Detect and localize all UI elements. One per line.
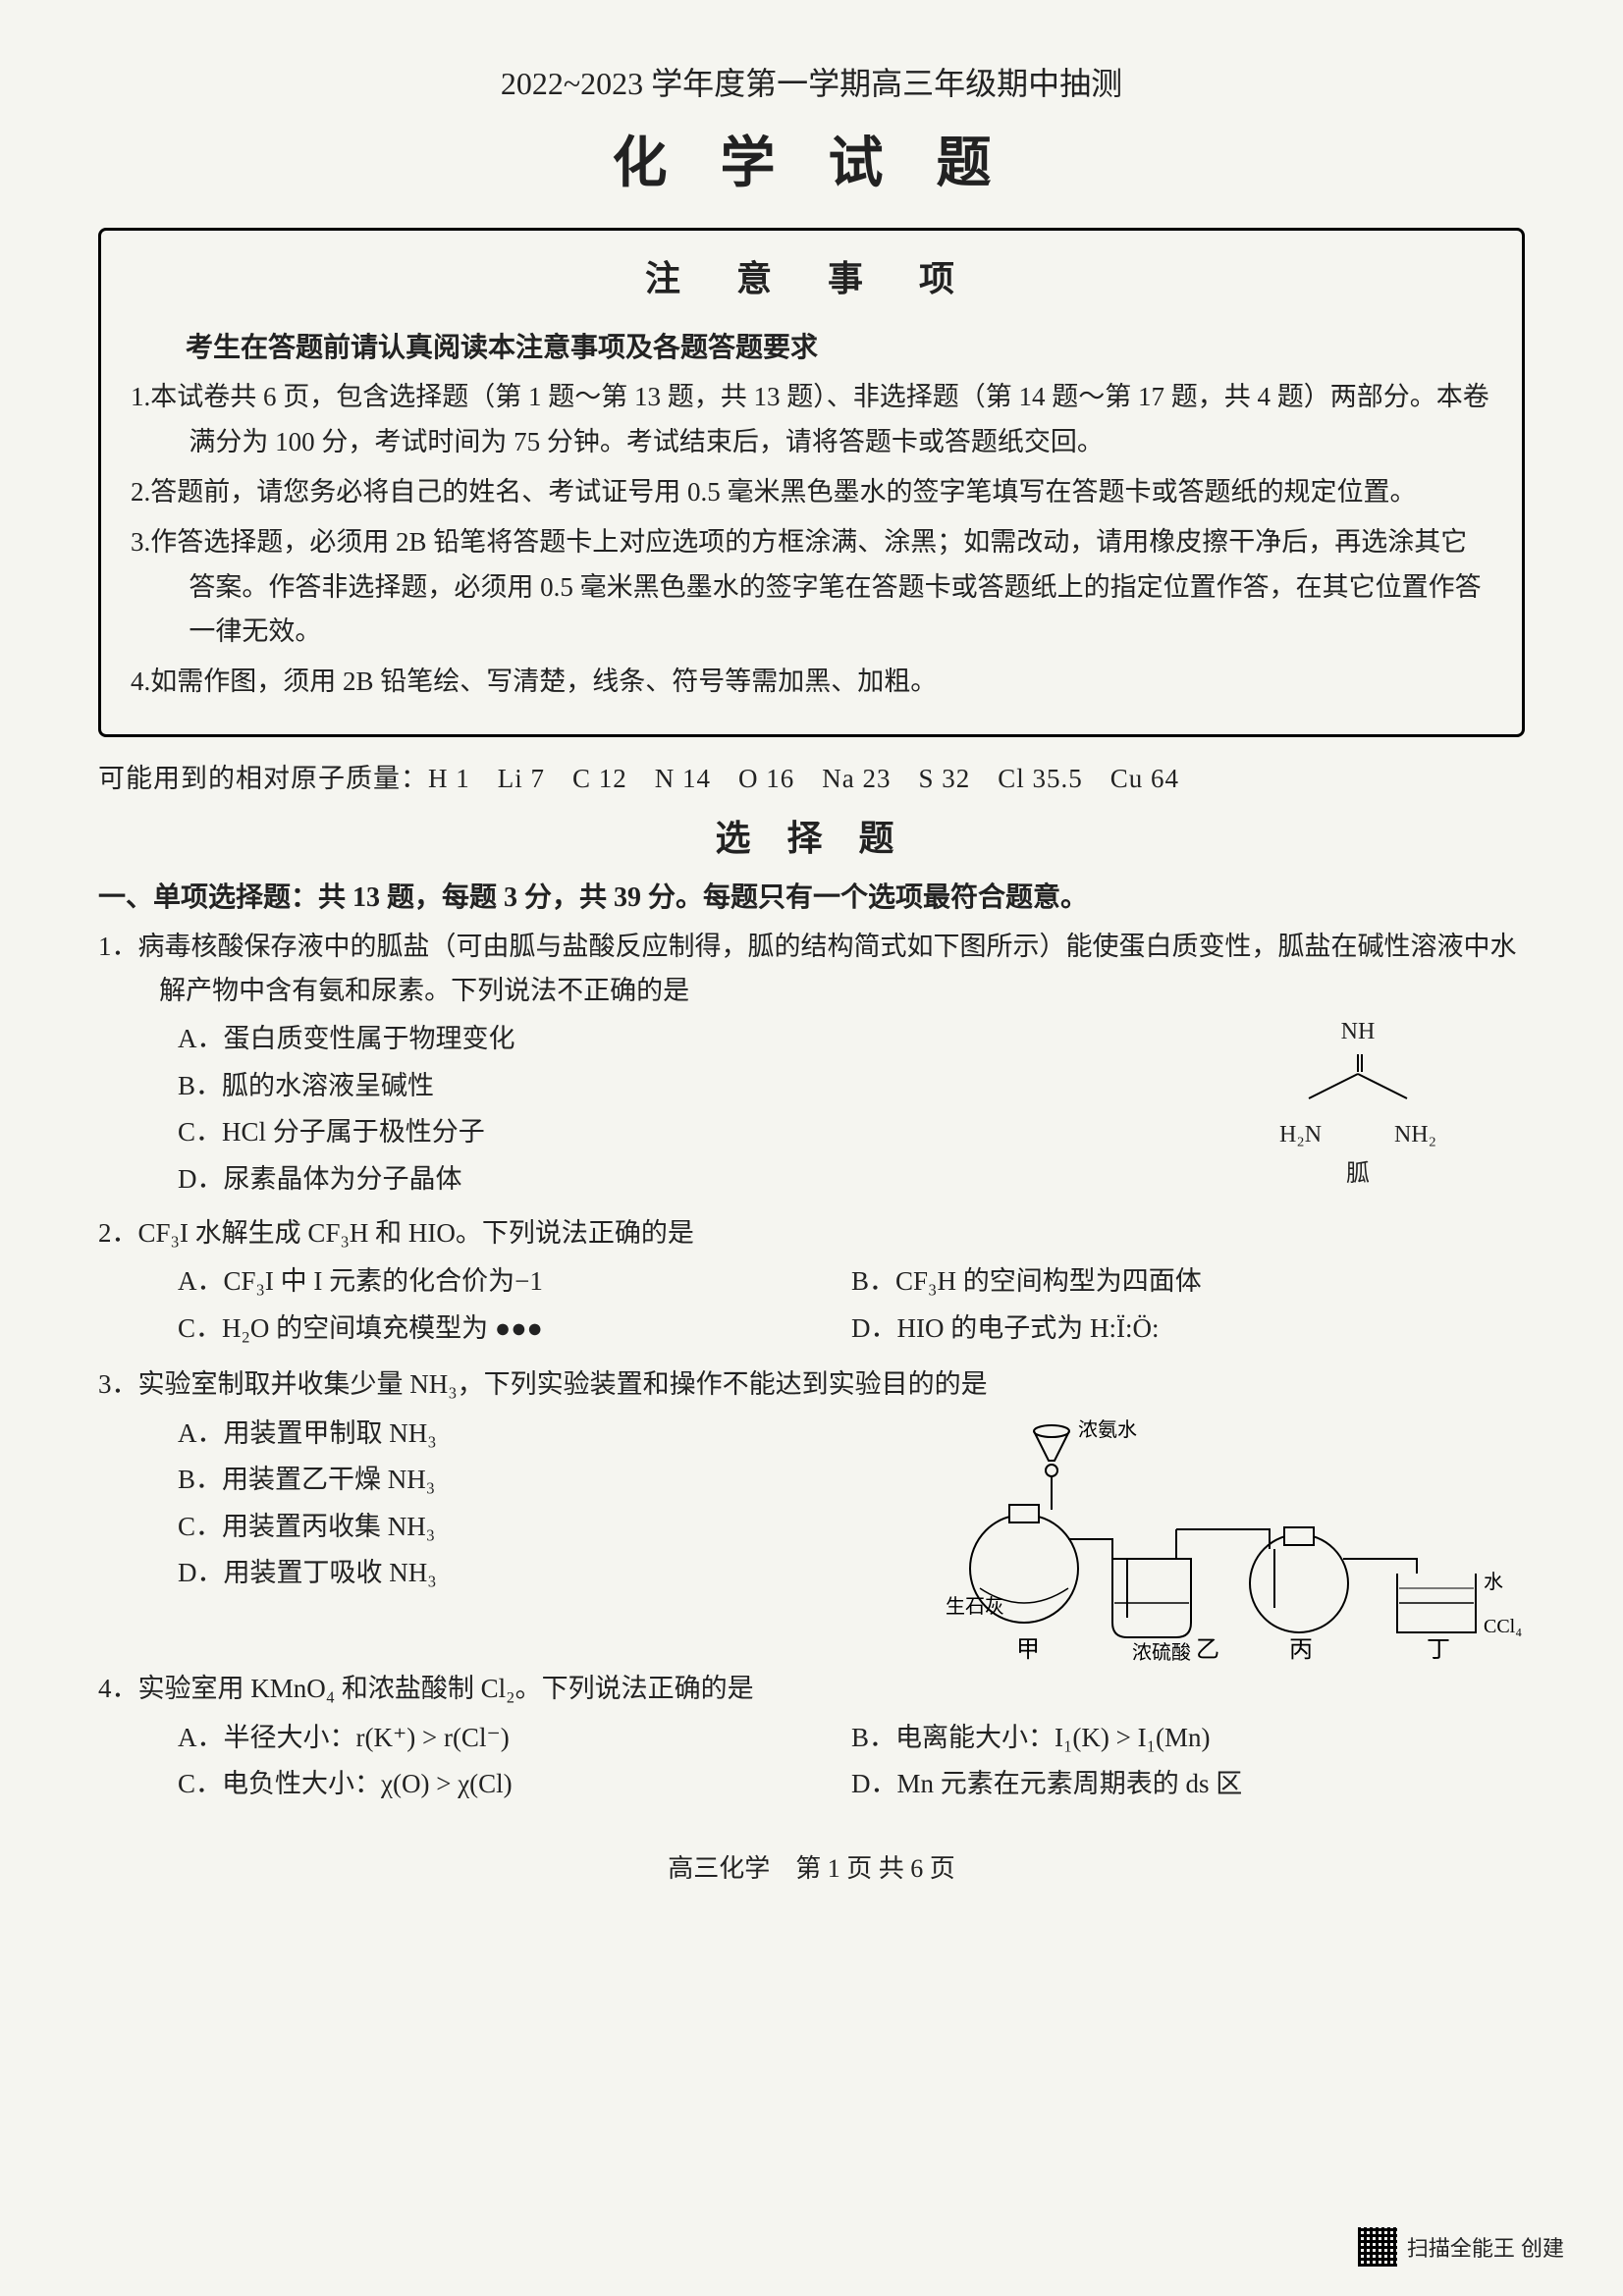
- notice-item-2: 2.答题前，请您务必将自己的姓名、考试证号用 0.5 毫米黑色墨水的签字笔填写在…: [131, 470, 1492, 515]
- q3-label-yi: 乙: [1196, 1637, 1219, 1663]
- notice-item-3: 3.作答选择题，必须用 2B 铅笔将答题卡上对应选项的方框涂满、涂黑；如需改动，…: [131, 520, 1492, 656]
- q3-opt-d: D．用装置丁吸收 NH₃: [178, 1551, 740, 1595]
- q4-opt-a: A．半径大小：r(K⁺) > r(Cl⁻): [178, 1716, 851, 1760]
- q3-opt-b: B．用装置乙干燥 NH₃: [178, 1458, 740, 1502]
- scan-app-text: 扫描全能王 创建: [1407, 2231, 1564, 2263]
- q1-fig-label: 胍: [1270, 1155, 1446, 1195]
- q3-label-ccl4: CCl₄: [1484, 1616, 1522, 1637]
- question-3: 3．实验室制取并收集少量 NH₃，下列实验装置和操作不能达到实验目的的是 A．用…: [98, 1362, 1525, 1657]
- q4-opt-c: C．电负性大小：χ(O) > χ(Cl): [178, 1762, 851, 1806]
- q2-opt-c: C．H₂O 的空间填充模型为 ●●●: [178, 1307, 851, 1351]
- q3-stem: 3．实验室制取并收集少量 NH₃，下列实验装置和操作不能达到实验目的的是: [98, 1362, 1525, 1407]
- q1-structure-figure: NH H₂N NH₂ 胍: [1270, 1013, 1446, 1194]
- notice-item-4: 4.如需作图，须用 2B 铅笔绘、写清楚，线条、符号等需加黑、加粗。: [131, 660, 1492, 705]
- q3-opt-c: C．用装置丙收集 NH₃: [178, 1505, 740, 1549]
- qr-icon: [1358, 2227, 1397, 2267]
- q3-label-bing: 丙: [1289, 1637, 1313, 1663]
- q1-fig-h2n-left: H₂N: [1279, 1116, 1322, 1155]
- q2-opt-b: B．CF₃H 的空间构型为四面体: [851, 1259, 1525, 1304]
- exam-semester-line: 2022~2023 学年度第一学期高三年级期中抽测: [98, 59, 1525, 104]
- q1-stem: 1．病毒核酸保存液中的胍盐（可由胍与盐酸反应制得，胍的结构简式如下图所示）能使蛋…: [98, 925, 1525, 1012]
- q1-fig-nh2-right: NH₂: [1394, 1116, 1436, 1155]
- question-1: 1．病毒核酸保存液中的胍盐（可由胍与盐酸反应制得，胍的结构简式如下图所示）能使蛋…: [98, 925, 1525, 1201]
- q4-opt-d: D．Mn 元素在元素周期表的 ds 区: [851, 1762, 1525, 1806]
- q3-label-cao: 生石灰: [946, 1595, 1004, 1618]
- q1-fig-nh-top: NH: [1270, 1013, 1446, 1052]
- select-section-instr: 一、单项选择题：共 13 题，每题 3 分，共 39 分。每题只有一个选项最符合…: [98, 876, 1525, 915]
- q2-opt-a: A．CF₃I 中 I 元素的化合价为−1: [178, 1259, 851, 1304]
- q4-stem: 4．实验室用 KMnO₄ 和浓盐酸制 Cl₂。下列说法正确的是: [98, 1667, 1525, 1711]
- notice-intro: 考生在答题前请认真阅读本注意事项及各题答题要求: [131, 326, 1492, 365]
- q2-options: A．CF₃I 中 I 元素的化合价为−1 B．CF₃H 的空间构型为四面体 C．…: [98, 1259, 1525, 1353]
- q3-label-ding: 丁: [1427, 1637, 1450, 1663]
- q3-options: A．用装置甲制取 NH₃ B．用装置乙干燥 NH₃ C．用装置丙收集 NH₃ D…: [98, 1412, 740, 1595]
- q3-label-water: 水: [1484, 1571, 1503, 1593]
- q3-apparatus-svg: 浓氨水 生石灰 浓硫酸 水 CCl₄ 甲 乙 丙 丁: [936, 1412, 1525, 1667]
- atomic-mass-line: 可能用到的相对原子质量：H 1 Li 7 C 12 N 14 O 16 Na 2…: [98, 757, 1525, 795]
- exam-title: 化 学 试 题: [98, 119, 1525, 198]
- q2-opt-d: D．HIO 的电子式为 H:Ï:Ö:: [851, 1307, 1525, 1351]
- question-4: 4．实验室用 KMnO₄ 和浓盐酸制 Cl₂。下列说法正确的是 A．半径大小：r…: [98, 1667, 1525, 1809]
- q1-molecule-svg: [1279, 1054, 1436, 1103]
- q3-opt-a: A．用装置甲制取 NH₃: [178, 1412, 740, 1456]
- q4-opt-b: B．电离能大小：I₁(K) > I₁(Mn): [851, 1716, 1525, 1760]
- page-footer: 高三化学 第 1 页 共 6 页: [98, 1848, 1525, 1885]
- q2-stem: 2．CF₃I 水解生成 CF₃H 和 HIO。下列说法正确的是: [98, 1211, 1525, 1255]
- question-2: 2．CF₃I 水解生成 CF₃H 和 HIO。下列说法正确的是 A．CF₃I 中…: [98, 1211, 1525, 1354]
- notice-box: 注 意 事 项 考生在答题前请认真阅读本注意事项及各题答题要求 1.本试卷共 6…: [98, 228, 1525, 737]
- select-section-title: 选 择 题: [98, 810, 1525, 861]
- notice-item-1: 1.本试卷共 6 页，包含选择题（第 1 题～第 13 题，共 13 题）、非选…: [131, 375, 1492, 465]
- notice-title: 注 意 事 项: [131, 250, 1492, 301]
- q3-apparatus-figure: 浓氨水 生石灰 浓硫酸 水 CCl₄ 甲 乙 丙 丁: [936, 1412, 1525, 1667]
- q3-label-naoh: 浓氨水: [1078, 1418, 1137, 1441]
- scan-app-badge: 扫描全能王 创建: [1358, 2227, 1564, 2267]
- q3-label-jia: 甲: [1016, 1637, 1040, 1663]
- q4-options: A．半径大小：r(K⁺) > r(Cl⁻) B．电离能大小：I₁(K) > I₁…: [98, 1716, 1525, 1809]
- q3-label-h2so4: 浓硫酸: [1132, 1641, 1191, 1664]
